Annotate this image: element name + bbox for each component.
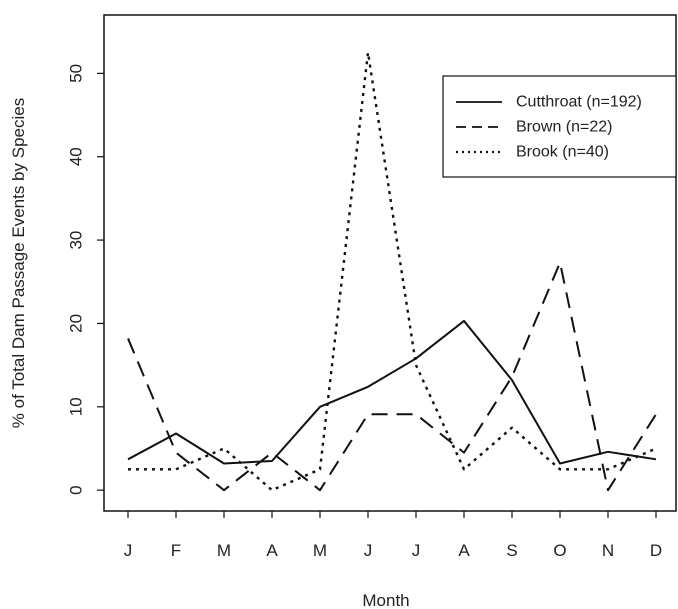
x-axis-title: Month (362, 591, 409, 609)
series-line-brook (128, 51, 657, 492)
x-tick-label: M (313, 541, 327, 560)
series-line-brown (127, 261, 657, 492)
x-tick-label: A (458, 541, 470, 560)
y-tick-label: 50 (67, 64, 86, 83)
y-axis-title: % of Total Dam Passage Events by Species (9, 98, 28, 428)
x-tick-label: M (217, 541, 231, 560)
x-tick-label: F (171, 541, 181, 560)
series-line-cutthroat (127, 319, 657, 465)
series-layer (127, 51, 657, 492)
legend-label: Brook (n=40) (516, 144, 609, 161)
y-tick-label: 10 (67, 397, 86, 416)
y-tick-label: 0 (67, 485, 86, 494)
legend: Cutthroat (n=192) Brown (n=22) Brook (n=40… (442, 75, 677, 178)
x-tick-label: O (553, 541, 566, 560)
x-tick-label: J (124, 541, 133, 560)
x-tick-label: J (364, 541, 373, 560)
legend-label: Brown (n=22) (516, 119, 613, 136)
x-tick-label: D (650, 541, 662, 560)
legend-label: Cutthroat (n=192) (516, 94, 642, 111)
x-tick-label: A (266, 541, 278, 560)
y-axis: 0 10 20 30 40 50 (67, 64, 104, 495)
y-tick-label: 30 (67, 231, 86, 250)
x-tick-label: S (506, 541, 517, 560)
y-tick-label: 40 (67, 147, 86, 166)
y-tick-label: 20 (67, 314, 86, 333)
x-tick-label: J (412, 541, 421, 560)
x-tick-label: N (602, 541, 614, 560)
